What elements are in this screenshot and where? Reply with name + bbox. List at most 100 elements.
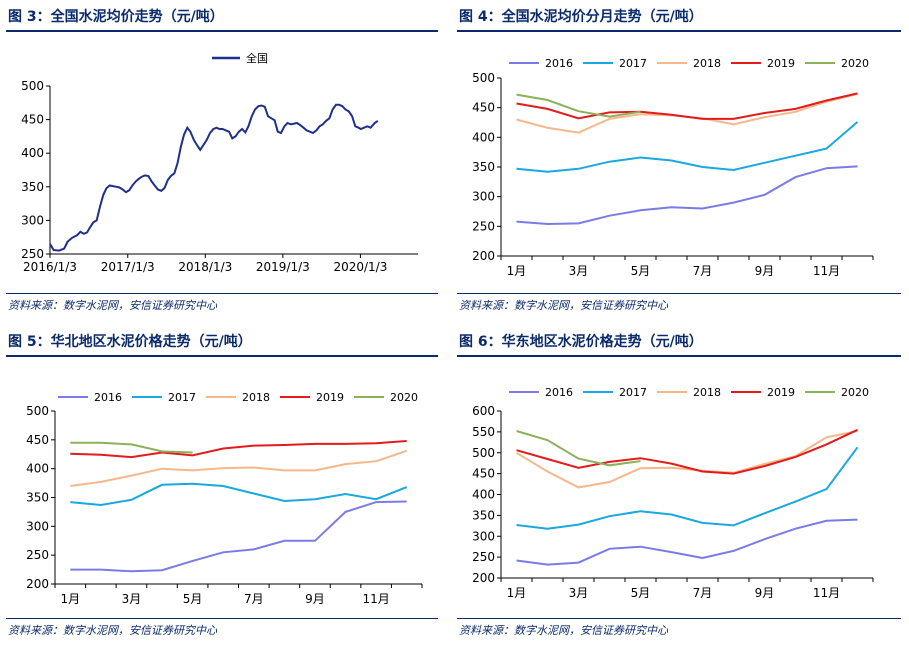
y-tick-label: 300	[472, 529, 495, 543]
source-note: 资料来源：数字水泥网，安信证券研究中心	[459, 624, 668, 637]
series-line-2020	[70, 441, 193, 454]
y-tick-label: 400	[472, 488, 495, 502]
x-tick-label: 1月	[507, 264, 527, 278]
legend-label: 2017	[168, 391, 196, 404]
legend-label: 2016	[545, 57, 573, 70]
y-tick-label: 450	[26, 433, 49, 447]
chart-title: 图 3：全国水泥均价走势（元/吨）	[8, 9, 224, 25]
x-tick-label: 1月	[507, 586, 527, 600]
y-tick-label: 200	[472, 571, 495, 585]
y-tick-label: 350	[472, 508, 495, 522]
y-tick-label: 550	[472, 425, 495, 439]
y-tick-label: 500	[472, 71, 495, 85]
chart-panel-east-china: 图 6：华东地区水泥价格走势（元/吨） 200 250 300 350 400 450 50…	[451, 325, 909, 650]
legend-label: 2017	[619, 57, 647, 70]
series-line-national	[49, 103, 379, 252]
y-tick-label: 600	[472, 404, 495, 418]
legend-label: 2019	[316, 391, 344, 404]
series-line-2017	[516, 121, 859, 173]
chart-panel-north-china: 图 5：华北地区水泥价格走势（元/吨） 200 250 300 350 400 450 50…	[0, 325, 446, 650]
x-tick-label: 1月	[60, 592, 80, 606]
series-line-2018	[515, 430, 858, 489]
chart-title: 图 6：华东地区水泥价格走势（元/吨）	[459, 334, 703, 350]
series-line-2018	[516, 93, 858, 134]
series-line-2017	[70, 482, 408, 507]
east-china-line-chart: 200 250 300 350 400 450 500 550 600 1月 3月 5月 7月 9月 11月…	[472, 386, 874, 600]
y-tick-label: 250	[21, 247, 44, 261]
chart-panel-national-avg: 图 3：全国水泥均价走势（元/吨） 250 300 350 400 450 500 2016…	[0, 0, 446, 325]
series-line-2019	[516, 428, 858, 475]
x-tick-label: 3月	[122, 592, 142, 606]
legend-label: 2020	[390, 391, 418, 404]
y-tick-label: 450	[472, 467, 495, 481]
y-tick-label: 500	[21, 79, 44, 93]
y-tick-label: 500	[472, 446, 495, 460]
y-tick-label: 500	[26, 404, 49, 418]
y-tick-label: 250	[472, 550, 495, 564]
x-tick-label: 11月	[813, 586, 840, 600]
legend-label: 2019	[767, 386, 795, 399]
x-tick-label: 3月	[569, 586, 589, 600]
x-tick-label: 9月	[755, 264, 775, 278]
x-tick-label: 3月	[569, 264, 589, 278]
y-tick-label: 200	[472, 249, 495, 263]
x-tick-label: 5月	[631, 264, 651, 278]
source-note: 资料来源：数字水泥网，安信证券研究中心	[8, 299, 217, 312]
series-line-2016	[516, 518, 858, 566]
legend-label: 2016	[545, 386, 573, 399]
source-divider	[457, 618, 901, 619]
legend-label: 2020	[841, 386, 869, 399]
legend-label: 2017	[619, 386, 647, 399]
title-divider	[6, 30, 438, 32]
x-tick-label: 9月	[755, 586, 775, 600]
legend-label: 2018	[693, 57, 721, 70]
north-china-line-chart: 200 250 300 350 400 450 500 1月 3月 5月 7月 9月 11月 2016 20…	[26, 391, 423, 606]
x-tick-label: 5月	[631, 586, 651, 600]
series-line-2020	[516, 430, 641, 467]
legend-label: 2019	[767, 57, 795, 70]
y-tick-label: 400	[21, 146, 44, 160]
y-tick-label: 450	[21, 113, 44, 127]
y-tick-label: 400	[472, 130, 495, 144]
series-line-2019	[516, 92, 858, 120]
x-tick-label: 11月	[362, 592, 389, 606]
y-tick-label: 250	[26, 548, 49, 562]
series-line-2016	[70, 500, 407, 573]
y-tick-label: 400	[26, 462, 49, 476]
x-tick-label: 7月	[244, 592, 264, 606]
source-note: 资料来源：数字水泥网，安信证券研究中心	[459, 299, 668, 312]
x-tick-label: 2020/1/3	[333, 260, 387, 274]
y-tick-label: 350	[21, 180, 44, 194]
x-tick-label: 2017/1/3	[101, 260, 155, 274]
legend-label: 2016	[94, 391, 122, 404]
y-tick-label: 300	[26, 519, 49, 533]
y-tick-label: 200	[26, 577, 49, 591]
legend-label: 2018	[242, 391, 270, 404]
y-tick-label: 250	[472, 219, 495, 233]
x-tick-label: 2019/1/3	[256, 260, 310, 274]
y-tick-label: 300	[472, 190, 495, 204]
series-line-2020	[516, 93, 641, 118]
title-divider	[457, 355, 901, 357]
y-tick-label: 300	[21, 213, 44, 227]
x-tick-label: 7月	[693, 264, 713, 278]
x-tick-label: 9月	[305, 592, 325, 606]
legend-label: 全国	[246, 51, 268, 65]
national-monthly-line-chart: 200 250 300 350 400 450 500 1月 3月 5月 7月 9月 11月 2016 20…	[472, 57, 874, 278]
x-tick-label: 11月	[813, 264, 840, 278]
series-line-2017	[516, 446, 859, 530]
source-divider	[6, 618, 438, 619]
title-divider	[6, 355, 438, 357]
chart-panel-national-monthly: 图 4：全国水泥均价分月走势（元/吨） 200 250 300 350 400 450 50…	[451, 0, 909, 325]
chart-title: 图 5：华北地区水泥价格走势（元/吨）	[8, 334, 252, 350]
y-tick-label: 350	[472, 160, 495, 174]
y-tick-label: 450	[472, 101, 495, 115]
x-tick-label: 2016/1/3	[23, 260, 77, 274]
source-divider	[457, 293, 901, 294]
source-divider	[6, 293, 438, 294]
source-note: 资料来源：数字水泥网，安信证券研究中心	[8, 624, 217, 637]
legend-label: 2020	[841, 57, 869, 70]
series-line-2018	[70, 449, 408, 487]
x-tick-label: 5月	[183, 592, 203, 606]
series-line-2019	[70, 440, 407, 459]
